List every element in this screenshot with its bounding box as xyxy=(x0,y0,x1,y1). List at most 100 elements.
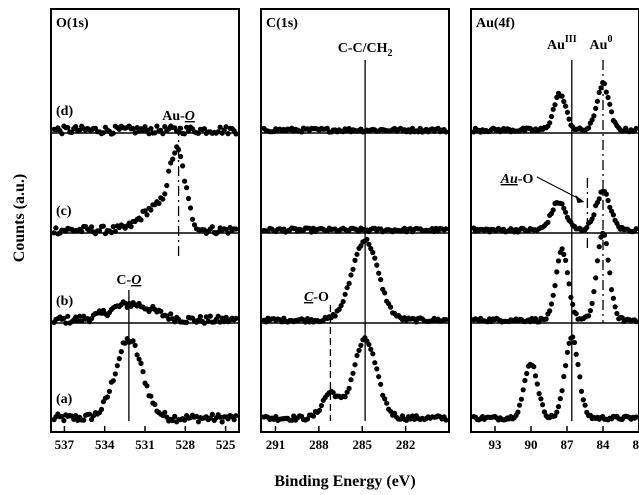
data-point xyxy=(633,125,639,131)
data-point xyxy=(172,319,178,325)
data-point xyxy=(368,346,374,352)
data-point xyxy=(215,129,221,135)
data-point xyxy=(130,338,136,344)
data-point xyxy=(559,388,565,394)
data-point xyxy=(593,105,599,111)
data-point xyxy=(550,106,556,112)
data-point xyxy=(61,315,67,321)
data-point xyxy=(594,258,601,264)
data-point xyxy=(550,207,556,213)
data-point xyxy=(73,413,79,419)
data-point xyxy=(443,129,449,135)
data-point xyxy=(378,277,384,283)
data-point xyxy=(607,101,613,107)
data-point xyxy=(104,394,110,400)
data-point xyxy=(138,217,144,223)
data-point xyxy=(520,387,526,393)
data-point xyxy=(170,418,176,424)
data-point xyxy=(112,228,118,234)
trace-(c) xyxy=(51,144,239,237)
data-point xyxy=(610,295,617,301)
data-point xyxy=(195,130,201,136)
data-point xyxy=(100,223,106,229)
data-point xyxy=(372,255,378,261)
data-point xyxy=(152,401,158,407)
data-point xyxy=(110,224,116,230)
data-point xyxy=(443,226,449,232)
data-point xyxy=(128,224,134,230)
data-point xyxy=(162,191,168,197)
data-point xyxy=(552,102,558,108)
data-point xyxy=(577,374,583,380)
data-point xyxy=(570,301,576,308)
data-point xyxy=(223,124,229,130)
trace-label: (d) xyxy=(56,104,73,119)
data-point xyxy=(582,402,588,408)
data-point xyxy=(156,200,162,206)
data-point xyxy=(346,280,352,286)
data-point xyxy=(148,126,154,132)
data-point xyxy=(591,212,597,218)
data-point xyxy=(233,131,239,137)
data-point xyxy=(110,130,116,136)
data-point xyxy=(366,341,372,348)
data-point xyxy=(517,402,523,408)
x-tick-label: 285 xyxy=(352,437,372,452)
data-point xyxy=(564,349,571,355)
data-point xyxy=(310,413,316,419)
data-point xyxy=(589,216,595,222)
data-point xyxy=(164,182,170,189)
data-point xyxy=(176,129,182,135)
data-point xyxy=(354,251,360,257)
data-point xyxy=(561,98,567,105)
data-point xyxy=(532,373,539,379)
data-point xyxy=(182,178,188,184)
data-point xyxy=(225,230,231,236)
data-point xyxy=(201,320,207,326)
panel-0: O(1s) 537 534 531 528 525 C-O Au-O (a) (b) (c) (d) xyxy=(50,8,240,452)
data-point xyxy=(587,308,594,314)
data-point xyxy=(77,127,83,133)
data-point xyxy=(144,383,150,389)
data-point xyxy=(203,314,209,320)
data-point xyxy=(289,417,295,423)
data-point xyxy=(342,394,348,400)
data-point xyxy=(555,258,562,264)
data-point xyxy=(340,299,346,305)
data-point xyxy=(344,285,350,291)
data-point xyxy=(548,113,555,120)
data-point xyxy=(570,334,576,340)
data-point xyxy=(603,241,609,247)
data-point xyxy=(193,413,200,419)
reference-label: C-O xyxy=(304,290,329,305)
trace-(d) xyxy=(471,80,639,135)
data-point xyxy=(233,413,239,419)
reference-label: AuIII xyxy=(547,34,577,53)
data-point xyxy=(392,410,398,416)
data-point xyxy=(598,85,604,91)
data-point xyxy=(191,222,198,228)
data-point xyxy=(376,270,382,276)
data-point xyxy=(559,201,565,207)
data-point xyxy=(555,404,562,410)
data-point xyxy=(168,311,174,317)
data-point xyxy=(178,153,184,160)
data-point xyxy=(87,411,93,417)
panel-title: C(1s) xyxy=(266,16,298,31)
data-point xyxy=(564,109,571,115)
data-point xyxy=(233,226,239,232)
data-point xyxy=(563,257,569,263)
data-point xyxy=(633,319,639,325)
data-point xyxy=(189,216,196,222)
data-point xyxy=(146,131,152,137)
data-point xyxy=(116,356,122,362)
data-point xyxy=(605,257,611,263)
data-point xyxy=(596,244,602,250)
data-point xyxy=(332,313,338,319)
data-point xyxy=(601,232,608,238)
data-point xyxy=(524,370,530,377)
data-point xyxy=(350,266,356,272)
data-point xyxy=(518,396,525,402)
x-tick-label: 288 xyxy=(309,437,329,452)
data-point xyxy=(607,204,613,210)
